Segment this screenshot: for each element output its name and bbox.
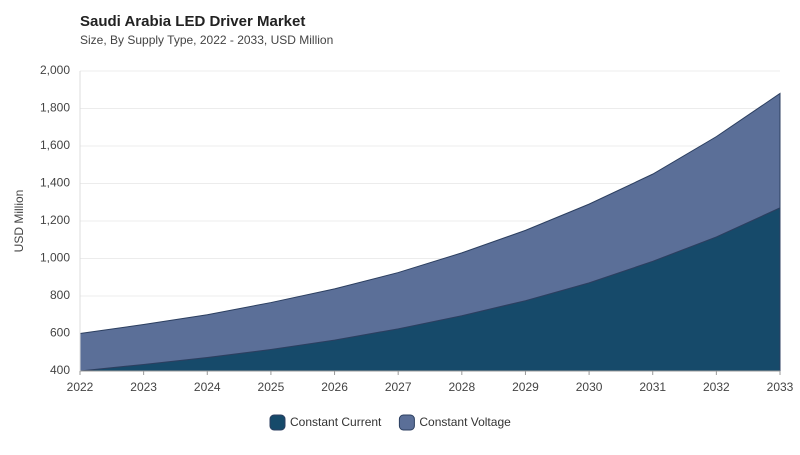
y-tick-label: 1,200 [40,213,70,227]
legend: Constant Current Constant Voltage [269,414,511,431]
x-tick-label: 2033 [767,380,794,394]
x-tick-label: 2031 [639,380,666,394]
y-tick-label: 800 [50,288,70,302]
y-tick-label: 1,400 [40,176,70,190]
areas [79,92,781,372]
y-tick-label: 1,000 [40,251,70,265]
x-tick-label: 2028 [448,380,475,394]
x-tick-label: 2030 [576,380,603,394]
x-tick-label: 2027 [385,380,412,394]
x-tick-label: 2029 [512,380,539,394]
x-tick-label: 2024 [194,380,221,394]
area [79,92,781,372]
x-tick-label: 2022 [67,380,94,394]
x-tick-label: 2025 [258,380,285,394]
y-tick-label: 2,000 [40,63,70,77]
x-tick-label: 2032 [703,380,730,394]
y-tick-label: 400 [50,363,70,377]
y-axis-label: USD Million [12,190,26,253]
y-tick-label: 1,800 [40,101,70,115]
legend-swatch [269,414,286,431]
chart-subtitle: Size, By Supply Type, 2022 - 2033, USD M… [80,33,333,47]
x-tick-label: 2023 [130,380,157,394]
y-tick-label: 600 [50,326,70,340]
y-tick-label: 1,600 [40,138,70,152]
legend-label: Constant Voltage [419,415,511,429]
axes: 400 600 800 1,000 1,200 1,400 1,600 1,800 2,000 2… [40,63,794,394]
legend-label: Constant Current [290,415,382,429]
legend-swatch [398,414,415,431]
x-tick-label: 2026 [321,380,348,394]
chart-title: Saudi Arabia LED Driver Market [80,13,305,30]
